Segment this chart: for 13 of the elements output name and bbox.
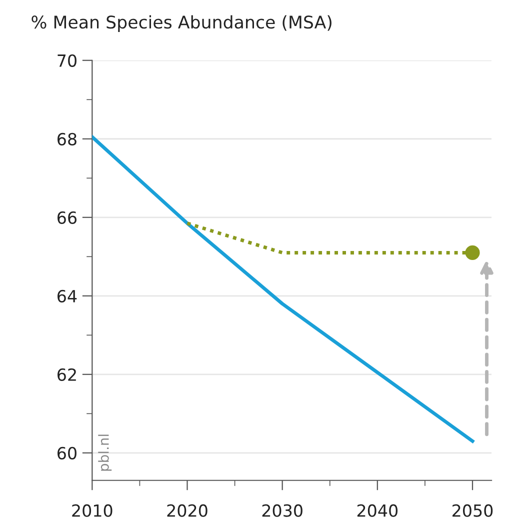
chart-title: % Mean Species Abundance (MSA)	[32, 15, 332, 32]
y-tick-label: 66	[58, 211, 77, 224]
y-tick-label: 64	[58, 290, 77, 302]
x-tick-label: 2040	[357, 504, 398, 517]
x-tick-label: 2020	[167, 504, 208, 517]
x-tick-label: 2030	[262, 504, 302, 517]
y-tick-label: 70	[58, 54, 76, 67]
y-tick-label: 60	[58, 446, 76, 460]
y-tick-label: 62	[58, 368, 76, 381]
y-tick-label: 68	[58, 132, 76, 146]
x-tick-label: 2050	[452, 504, 493, 517]
x-tick-label: 2010	[72, 504, 112, 517]
annotation: pbl.nl	[98, 434, 112, 471]
